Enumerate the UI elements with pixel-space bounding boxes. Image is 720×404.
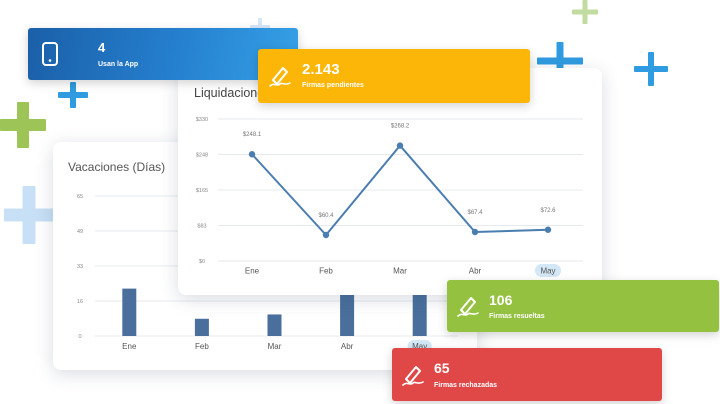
y-tick-label: 65 [77, 194, 83, 200]
pending-signatures-label: Firmas pendientes [302, 82, 364, 89]
x-tick-label: May [412, 342, 427, 351]
app-users-badge[interactable]: 4 Usan la App [28, 28, 298, 80]
data-label: $248.1 [243, 132, 262, 138]
data-label: $72.6 [540, 208, 556, 214]
data-label: $268.2 [391, 124, 410, 130]
bar [267, 314, 282, 336]
y-tick-label: $0 [199, 259, 205, 265]
data-point [396, 142, 404, 149]
bar [194, 318, 209, 336]
vacations-title: Vacaciones (Días) [68, 160, 166, 174]
data-point [248, 151, 256, 158]
signature-icon [402, 366, 424, 386]
app-users-label: Usan la App [98, 61, 139, 68]
decor-plus-2 [4, 186, 54, 244]
settlements-card: Liquidaciones $330 $248 $165 $83 $0 $248.1 Ene… [178, 68, 602, 295]
resolved-signatures-label: Firmas resueltas [489, 313, 545, 320]
x-tick-label: Abr [341, 342, 354, 351]
x-tick-label: Ene [245, 267, 260, 276]
x-tick-label: Abr [469, 267, 482, 276]
y-tick-label: $83 [197, 224, 206, 230]
decor-plus-3 [58, 82, 88, 108]
resolved-signatures-value: 106 [489, 292, 513, 308]
highlighted-category-pill [535, 264, 561, 277]
data-label: $60.4 [318, 213, 334, 219]
x-tick-label: Mar [393, 267, 407, 276]
y-tick-label: $330 [196, 117, 208, 123]
decor-plus-5 [634, 52, 668, 86]
app-users-value: 4 [98, 40, 106, 55]
x-tick-label: May [540, 267, 555, 276]
x-tick-label: Ene [122, 342, 137, 351]
y-tick-label: 49 [77, 229, 83, 235]
y-tick-label: 33 [77, 264, 83, 270]
y-tick-label: $248 [196, 153, 208, 159]
settlements-line-chart: $330 $248 $165 $83 $0 $248.1 Ene $60.4 Feb $268.2… [196, 117, 583, 277]
data-point [471, 228, 479, 236]
pending-signatures-badge[interactable]: 2.143 Firmas pendientes [258, 49, 530, 103]
signature-icon [269, 67, 291, 87]
pending-signatures-value: 2.143 [302, 61, 340, 78]
decor-plus-1 [0, 102, 46, 148]
decor-plus-4 [572, 0, 598, 24]
bar [122, 288, 137, 336]
rejected-signatures-badge[interactable]: 65 Firmas rechazadas [392, 348, 662, 401]
y-tick-label: 0 [78, 334, 81, 340]
rejected-signatures-label: Firmas rechazadas [434, 382, 498, 389]
rejected-signatures-value: 65 [434, 360, 450, 376]
data-point [322, 231, 330, 239]
data-point [544, 226, 552, 233]
x-tick-label: Feb [319, 267, 333, 276]
signature-icon [457, 297, 479, 317]
x-tick-label: Mar [268, 342, 282, 351]
data-label: $67.4 [467, 210, 483, 216]
resolved-signatures-badge[interactable]: 106 Firmas resueltas [447, 280, 719, 332]
x-tick-label: Feb [195, 342, 209, 351]
phone-icon [42, 42, 58, 66]
settlements-title: Liquidaciones [194, 86, 271, 100]
y-tick-label: $165 [196, 188, 208, 194]
y-tick-label: 16 [77, 299, 83, 305]
